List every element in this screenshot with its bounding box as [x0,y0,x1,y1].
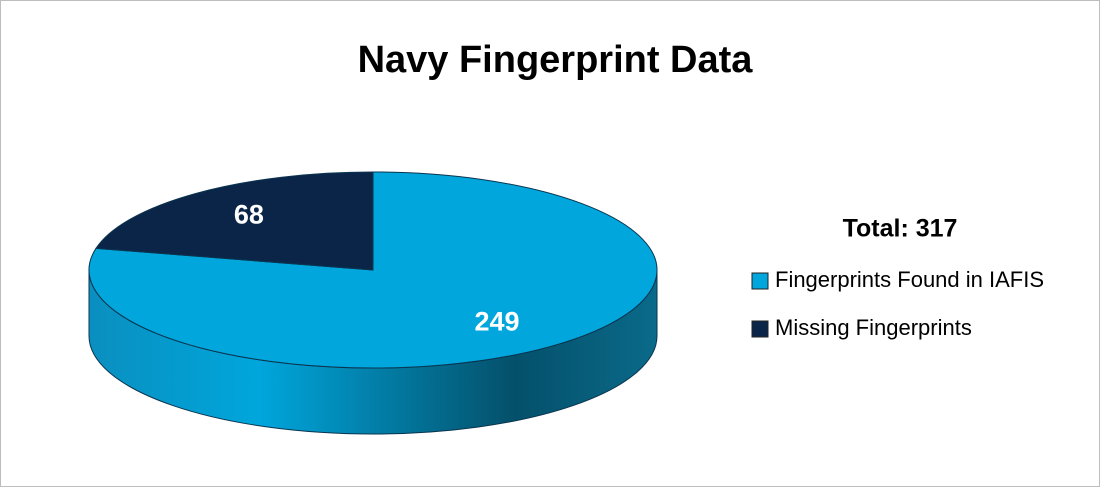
legend-swatch [751,320,769,338]
data-label: 68 [234,200,264,230]
legend-label: Fingerprints Found in IAFIS [775,267,1044,292]
chart-title: Navy Fingerprint Data [358,39,754,81]
legend-label: Missing Fingerprints [775,315,972,340]
slice [95,171,374,271]
data-label: 249 [475,307,520,337]
legend-swatch [751,272,769,290]
annotation: Total: 317 [843,215,958,243]
